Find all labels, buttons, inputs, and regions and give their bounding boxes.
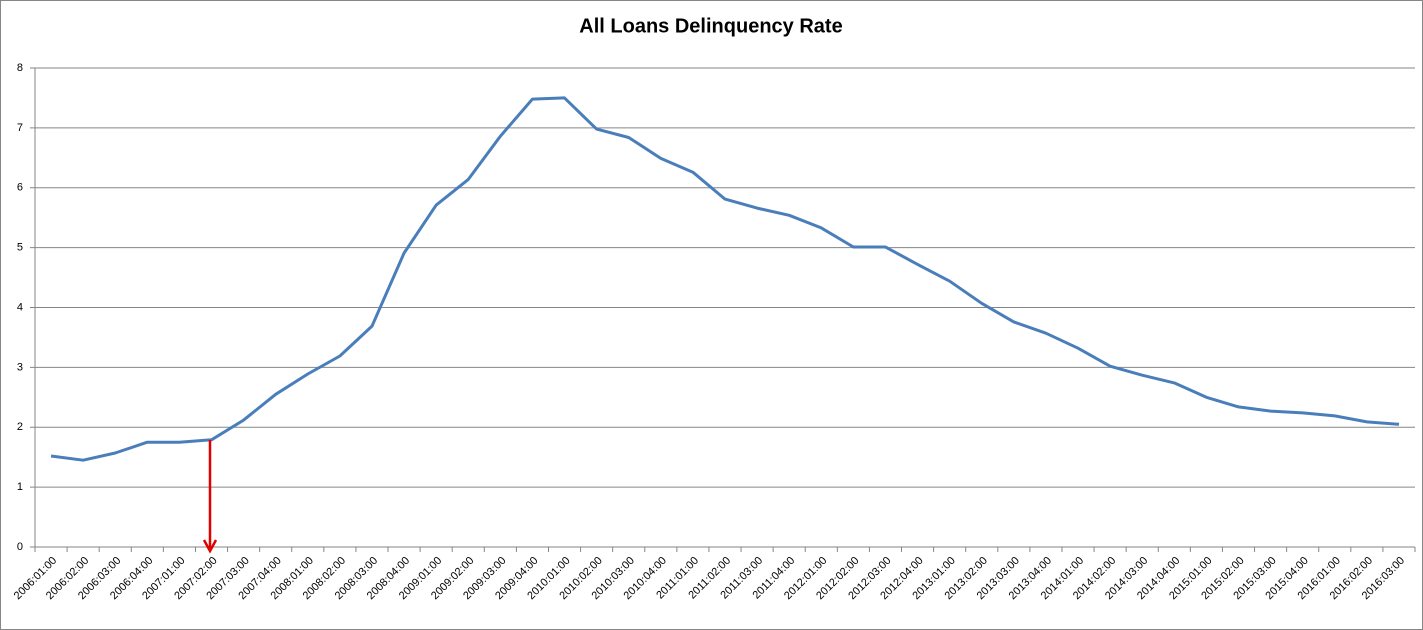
data-line (50, 96, 1400, 462)
annotation-arrow (202, 440, 218, 554)
y-tick-label: 0 (17, 541, 23, 553)
y-tick-label: 4 (17, 301, 23, 313)
y-tick-label: 2 (17, 421, 23, 433)
y-tick-label: 5 (17, 242, 23, 254)
arrow-head (202, 539, 218, 554)
chart-title: All Loans Delinquency Rate (579, 15, 842, 37)
y-tick-label: 6 (17, 182, 23, 194)
y-tick-label: 7 (17, 122, 23, 134)
y-tick-label: 8 (17, 62, 23, 74)
y-tick-label: 1 (17, 481, 23, 493)
y-tick-label: 3 (17, 361, 23, 373)
